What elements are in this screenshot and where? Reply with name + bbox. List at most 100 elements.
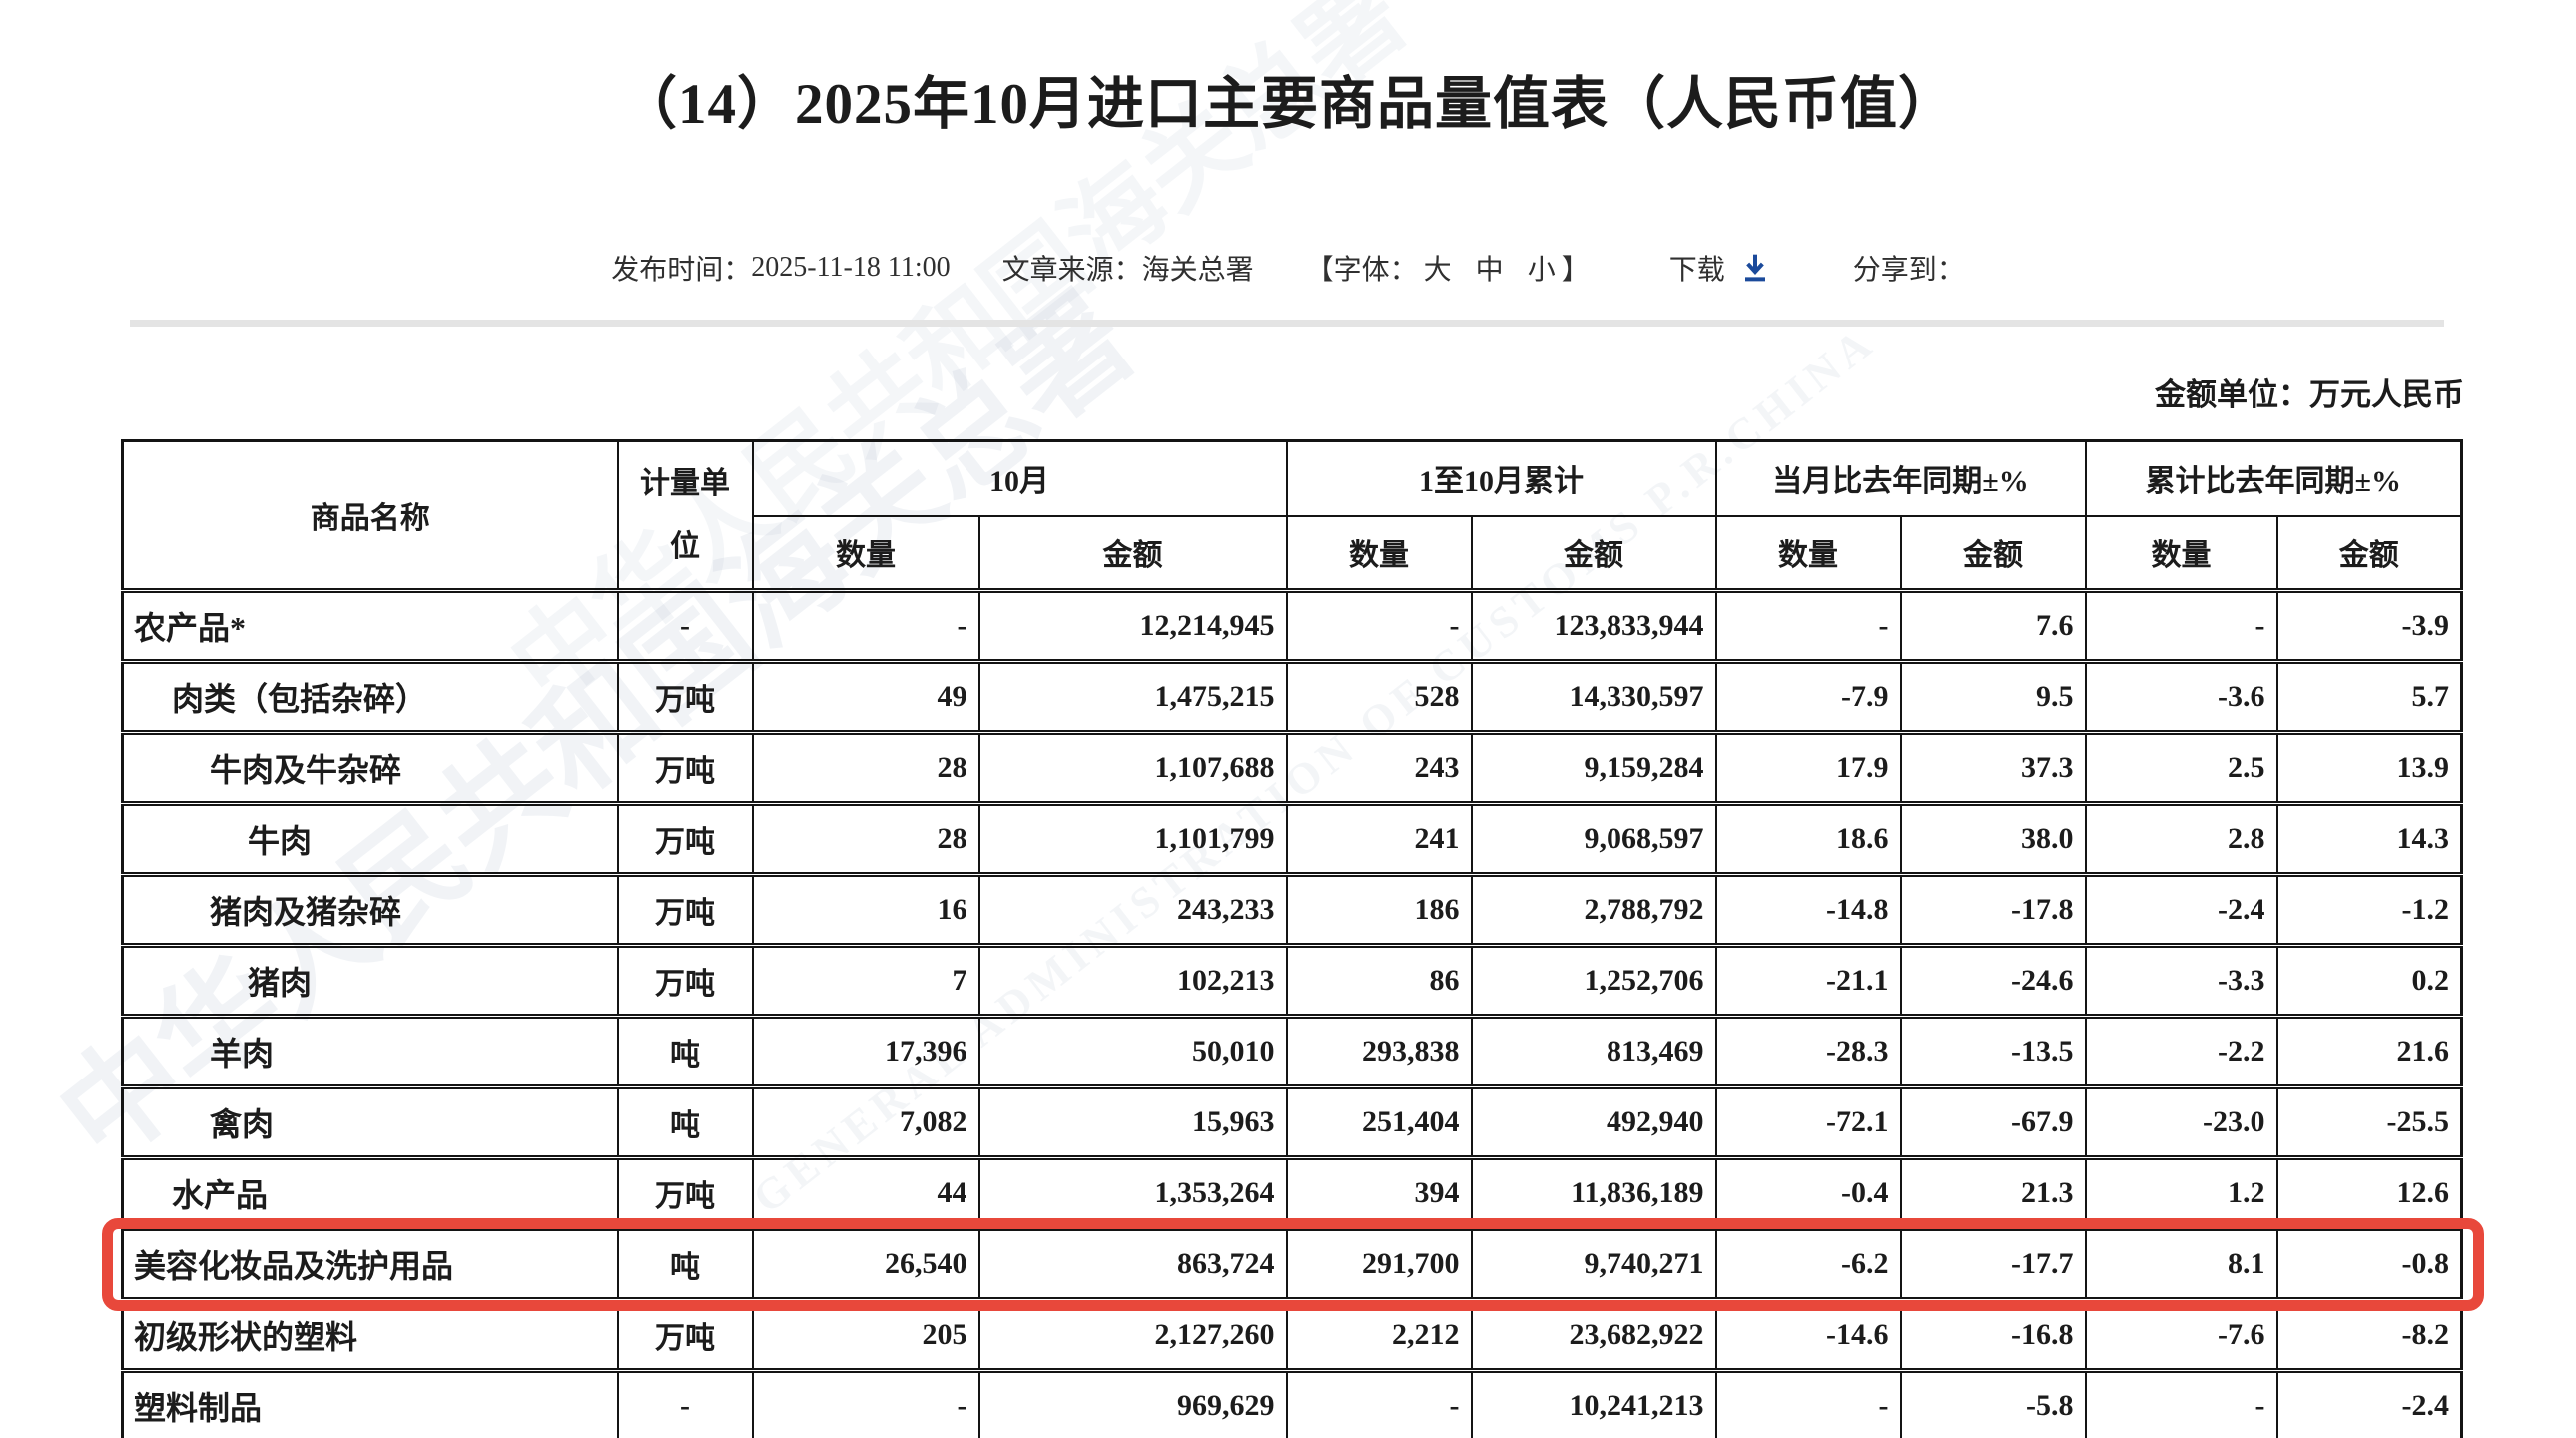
cell-yoy-cumulative-amount: 0.2 [2275, 943, 2463, 1019]
cell-october-quantity: - [751, 588, 980, 664]
cell-measure-unit: 万吨 [616, 801, 754, 877]
commodity-table-wrapper: 商品名称 计量单位 10月 1至10月累计 当月比去年同期±% 累计比去年同期±… [121, 439, 2463, 1438]
cell-yoy-cumulative-quantity: 1.2 [2084, 1155, 2278, 1231]
cell-yoy-cumulative-quantity: -23.0 [2084, 1084, 2278, 1160]
header-october-amount: 金额 [977, 514, 1288, 593]
cell-yoy-cumulative-amount: -25.5 [2275, 1084, 2463, 1160]
font-size-large-button[interactable]: 大 [1423, 255, 1452, 286]
cell-october-quantity: 49 [751, 659, 980, 735]
cell-october-amount: 1,475,215 [977, 659, 1288, 735]
cell-measure-unit: 吨 [616, 1084, 754, 1160]
cell-yoy-month-amount: -5.8 [1899, 1368, 2087, 1438]
share-control[interactable]: 分享到： [1853, 248, 1965, 288]
download-label: 下载 [1668, 255, 1725, 286]
cell-october-quantity: 28 [751, 730, 980, 806]
cell-yoy-cumulative-amount: 21.6 [2275, 1014, 2463, 1089]
header-unit-text: 计量单位 [640, 467, 730, 563]
article-source: 文章来源： 海关总署 [1002, 248, 1254, 288]
cell-product-name: 肉类（包括杂碎） [121, 659, 619, 735]
cell-october-quantity: 17,396 [751, 1014, 980, 1089]
cell-yoy-month-quantity: - [1714, 1368, 1902, 1438]
cell-cumulative-amount: 123,833,944 [1470, 588, 1717, 664]
cell-yoy-cumulative-amount: 5.7 [2275, 659, 2463, 735]
cell-october-quantity: 205 [751, 1297, 980, 1373]
cell-yoy-cumulative-quantity: -7.6 [2084, 1297, 2278, 1373]
cell-yoy-cumulative-quantity: 8.1 [2084, 1226, 2278, 1302]
cell-yoy-month-amount: -13.5 [1899, 1014, 2087, 1089]
cell-october-amount: 969,629 [977, 1368, 1288, 1438]
cell-october-amount: 1,101,799 [977, 801, 1288, 877]
cell-yoy-month-quantity: -72.1 [1714, 1084, 1902, 1160]
table-row-highlighted: 美容化妆品及洗护用品 吨 26,540 863,724 291,700 9,74… [121, 1226, 2463, 1302]
table-row: 肉类（包括杂碎） 万吨 49 1,475,215 528 14,330,597 … [121, 659, 2463, 735]
cell-cumulative-amount: 9,068,597 [1470, 801, 1717, 877]
cell-product-name: 牛肉 [121, 801, 619, 877]
cell-october-quantity: 44 [751, 1155, 980, 1231]
cell-yoy-cumulative-quantity: -2.2 [2084, 1014, 2278, 1089]
cell-october-quantity: 7 [751, 943, 980, 1019]
cell-yoy-month-amount: 7.6 [1899, 588, 2087, 664]
cell-cumulative-quantity: - [1285, 1368, 1473, 1438]
cell-yoy-month-amount: 9.5 [1899, 659, 2087, 735]
cell-cumulative-quantity: 241 [1285, 801, 1473, 877]
table-row: 初级形状的塑料 万吨 205 2,127,260 2,212 23,682,92… [121, 1297, 2463, 1373]
cell-yoy-cumulative-quantity: -3.6 [2084, 659, 2278, 735]
font-size-control: 【字体： 大 中 小 】 [1306, 248, 1590, 288]
cell-cumulative-amount: 23,682,922 [1470, 1297, 1717, 1373]
cell-cumulative-amount: 492,940 [1470, 1084, 1717, 1160]
download-link[interactable]: 下载 [1669, 248, 1771, 288]
cell-yoy-month-amount: -17.7 [1899, 1226, 2087, 1302]
header-group-yoy-cumulative: 累计比去年同期±% [2084, 439, 2463, 517]
cell-yoy-cumulative-quantity: 2.8 [2084, 801, 2278, 877]
cell-product-name: 初级形状的塑料 [121, 1297, 619, 1373]
cell-yoy-month-amount: 38.0 [1899, 801, 2087, 877]
table-row: 水产品 万吨 44 1,353,264 394 11,836,189 -0.4 … [121, 1155, 2463, 1231]
header-cumulative-quantity: 数量 [1285, 514, 1473, 593]
cell-measure-unit: 万吨 [616, 730, 754, 806]
cell-yoy-month-quantity: -6.2 [1714, 1226, 1902, 1302]
cell-product-name: 美容化妆品及洗护用品 [121, 1226, 619, 1302]
table-row: 猪肉 万吨 7 102,213 86 1,252,706 -21.1 -24.6… [121, 943, 2463, 1019]
cell-yoy-month-quantity: - [1714, 588, 1902, 664]
cell-cumulative-quantity: 528 [1285, 659, 1473, 735]
cell-cumulative-amount: 9,740,271 [1470, 1226, 1717, 1302]
table-body: 农产品* - - 12,214,945 - 123,833,944 - 7.6 … [121, 588, 2463, 1438]
cell-cumulative-amount: 10,241,213 [1470, 1368, 1717, 1438]
cell-yoy-month-quantity: 17.9 [1714, 730, 1902, 806]
table-row: 羊肉 吨 17,396 50,010 293,838 813,469 -28.3… [121, 1014, 2463, 1089]
font-size-bracket-close: 】 [1561, 255, 1590, 286]
download-icon[interactable] [1739, 252, 1771, 284]
cell-yoy-month-quantity: -14.8 [1714, 872, 1902, 948]
header-group-october: 10月 [751, 439, 1288, 517]
cell-yoy-month-amount: -24.6 [1899, 943, 2087, 1019]
header-yoy-month-quantity: 数量 [1714, 514, 1902, 593]
cell-october-quantity: 16 [751, 872, 980, 948]
cell-yoy-cumulative-amount: -3.9 [2275, 588, 2463, 664]
cell-yoy-cumulative-amount: 13.9 [2275, 730, 2463, 806]
cell-yoy-cumulative-amount: -8.2 [2275, 1297, 2463, 1373]
header-yoy-cumulative-quantity: 数量 [2084, 514, 2278, 593]
cell-cumulative-amount: 14,330,597 [1470, 659, 1717, 735]
cell-october-amount: 15,963 [977, 1084, 1288, 1160]
cell-yoy-month-quantity: -21.1 [1714, 943, 1902, 1019]
cell-yoy-month-quantity: -0.4 [1714, 1155, 1902, 1231]
table-row: 牛肉 万吨 28 1,101,799 241 9,068,597 18.6 38… [121, 801, 2463, 877]
cell-product-name: 水产品 [121, 1155, 619, 1231]
font-size-label: 【字体： [1305, 255, 1418, 286]
font-size-medium-button[interactable]: 中 [1475, 255, 1504, 286]
cell-yoy-cumulative-amount: -0.8 [2275, 1226, 2463, 1302]
cell-october-quantity: - [751, 1368, 980, 1438]
table-row: 牛肉及牛杂碎 万吨 28 1,107,688 243 9,159,284 17.… [121, 730, 2463, 806]
cell-cumulative-amount: 1,252,706 [1470, 943, 1717, 1019]
cell-october-amount: 12,214,945 [977, 588, 1288, 664]
cell-cumulative-quantity: 291,700 [1285, 1226, 1473, 1302]
header-yoy-month-amount: 金额 [1899, 514, 2087, 593]
cell-yoy-cumulative-amount: -1.2 [2275, 872, 2463, 948]
cell-yoy-month-quantity: -14.6 [1714, 1297, 1902, 1373]
cell-measure-unit: 吨 [616, 1226, 754, 1302]
table-row: 猪肉及猪杂碎 万吨 16 243,233 186 2,788,792 -14.8… [121, 872, 2463, 948]
font-size-small-button[interactable]: 小 [1527, 255, 1556, 286]
cell-october-quantity: 26,540 [751, 1226, 980, 1302]
header-product-name: 商品名称 [121, 439, 619, 592]
